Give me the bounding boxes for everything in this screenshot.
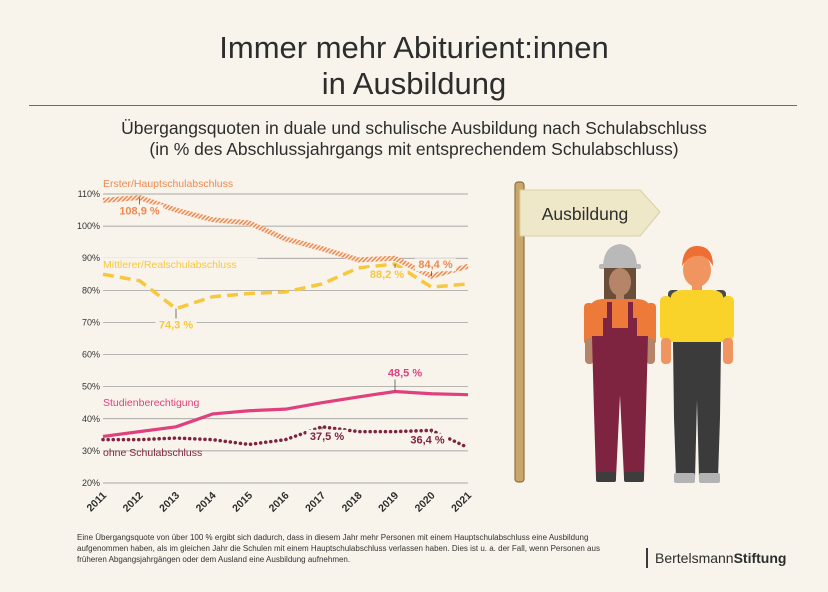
y-tick-label: 20%	[82, 478, 100, 488]
brand-logo: BertelsmannStiftung	[646, 548, 786, 568]
data-label-bg	[115, 204, 164, 218]
signpost-label: Ausbildung	[542, 204, 629, 224]
data-label-ohne-2020: 36,4 %	[410, 434, 444, 446]
brand-name-part-2: Stiftung	[733, 550, 787, 566]
data-label-bg	[306, 429, 348, 443]
series-name-bg	[102, 258, 258, 271]
data-label-realschule-2013: 74,3 %	[159, 320, 193, 332]
page-title: Immer mehr Abiturient:innen in Ausbildun…	[0, 30, 828, 102]
x-tick-label: 2017	[303, 490, 328, 515]
x-tick-label: 2011	[85, 490, 110, 515]
data-label-hauptschule-2020: 84,4 %	[418, 259, 452, 271]
y-tick-label: 90%	[82, 253, 100, 263]
data-label-hauptschule-2012: 108,9 %	[119, 206, 160, 218]
chart-labels: Erster/Hauptschulabschluss Mittlerer/Real…	[102, 177, 457, 459]
student-figure-icon	[660, 246, 734, 483]
y-tick-label: 70%	[82, 317, 100, 327]
series-name-bg	[102, 177, 247, 190]
x-tick-label: 2019	[376, 490, 401, 515]
data-label-bg	[155, 318, 197, 332]
series-line-hauptschule	[102, 195, 469, 279]
y-tick-label: 30%	[82, 446, 100, 456]
series-name-ohne: ohne Schulabschluss	[103, 447, 202, 459]
series-name-realschule: Mittlerer/Realschulabschluss	[103, 259, 237, 271]
series-name-hauptschule: Erster/Hauptschulabschluss	[103, 178, 233, 190]
y-tick-label: 50%	[82, 382, 100, 392]
data-label-ohne-2017: 37,5 %	[310, 431, 344, 443]
data-label-realschule-2019: 88,2 %	[370, 269, 404, 281]
chart-subtitle: Übergangsquoten in duale und schulische …	[0, 118, 828, 160]
chart-grid: 20% 30% 40% 50% 60% 70% 80% 90% 100% 110% 2011 2012…	[77, 189, 474, 515]
x-tick-label: 2012	[121, 490, 146, 515]
x-tick-label: 2021	[449, 490, 474, 515]
title-line-1: Immer mehr Abiturient:innen	[219, 30, 609, 65]
x-tick-label: 2018	[340, 490, 365, 515]
y-tick-label: 110%	[78, 189, 100, 199]
data-label-studien-2019: 48,5 %	[388, 367, 422, 379]
series-line-realschule	[102, 262, 469, 311]
y-tick-label: 60%	[82, 350, 100, 360]
data-label-bg	[384, 366, 426, 380]
worker-figure-icon	[584, 244, 656, 482]
title-divider	[29, 105, 797, 106]
signpost-board	[519, 189, 661, 237]
signpost-pole	[514, 181, 525, 483]
x-tick-label: 2020	[413, 490, 438, 515]
series-line-ohne	[101, 425, 470, 450]
data-label-bg	[414, 258, 457, 272]
data-label-bg	[406, 433, 449, 447]
data-label-bg	[366, 268, 408, 282]
y-tick-label: 100%	[77, 221, 100, 231]
x-tick-label: 2015	[230, 490, 255, 515]
x-tick-label: 2016	[267, 490, 292, 515]
series-line-studien	[102, 389, 469, 439]
y-tick-label: 80%	[82, 285, 100, 295]
subtitle-line-1: Übergangsquoten in duale und schulische …	[121, 118, 707, 138]
chart-series	[101, 195, 470, 450]
x-tick-label: 2014	[194, 490, 219, 515]
series-name-studien: Studienberechtigung	[103, 397, 199, 409]
x-tick-label: 2013	[157, 490, 182, 515]
title-line-2: in Ausbildung	[321, 66, 507, 101]
footnote: Eine Übergangsquote von über 100 % ergib…	[77, 533, 600, 564]
y-tick-label: 40%	[82, 414, 100, 424]
subtitle-line-2: (in % des Abschlussjahrgangs mit entspre…	[149, 139, 679, 159]
brand-name-part-1: Bertelsmann	[655, 550, 734, 566]
signpost-illustration: Ausbildung	[514, 181, 661, 483]
